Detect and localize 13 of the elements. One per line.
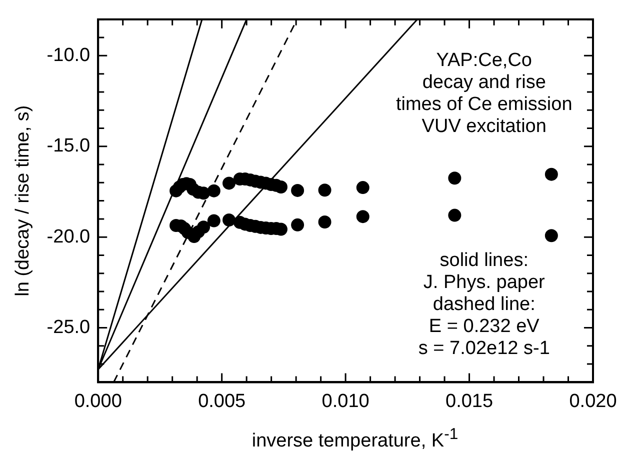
y-tick-label: -10.0	[46, 44, 90, 66]
x-tick-label: 0.000	[74, 390, 122, 412]
y-tick-label: -25.0	[46, 317, 90, 338]
annotation: solid lines: J. Phys. paper dashed line: E = 0.232 eV s = 7.02e12 s-1	[418, 250, 550, 360]
x-axis-title: inverse temperature, K$^{-1}$	[250, 426, 460, 452]
annotation: YAP:Ce,Co decay and rise times of Ce emission VUV excitation	[396, 50, 572, 138]
x-tick-label: 0.010	[322, 390, 370, 412]
y-axis-title: ln (decay / rise time, s)	[12, 105, 34, 296]
x-tick-label: 0.020	[569, 390, 617, 412]
x-tick-label: 0.005	[198, 390, 246, 412]
y-tick-label: -20.0	[46, 226, 90, 248]
x-tick-label: 0.015	[446, 390, 494, 412]
y-tick-label: -15.0	[46, 136, 90, 157]
